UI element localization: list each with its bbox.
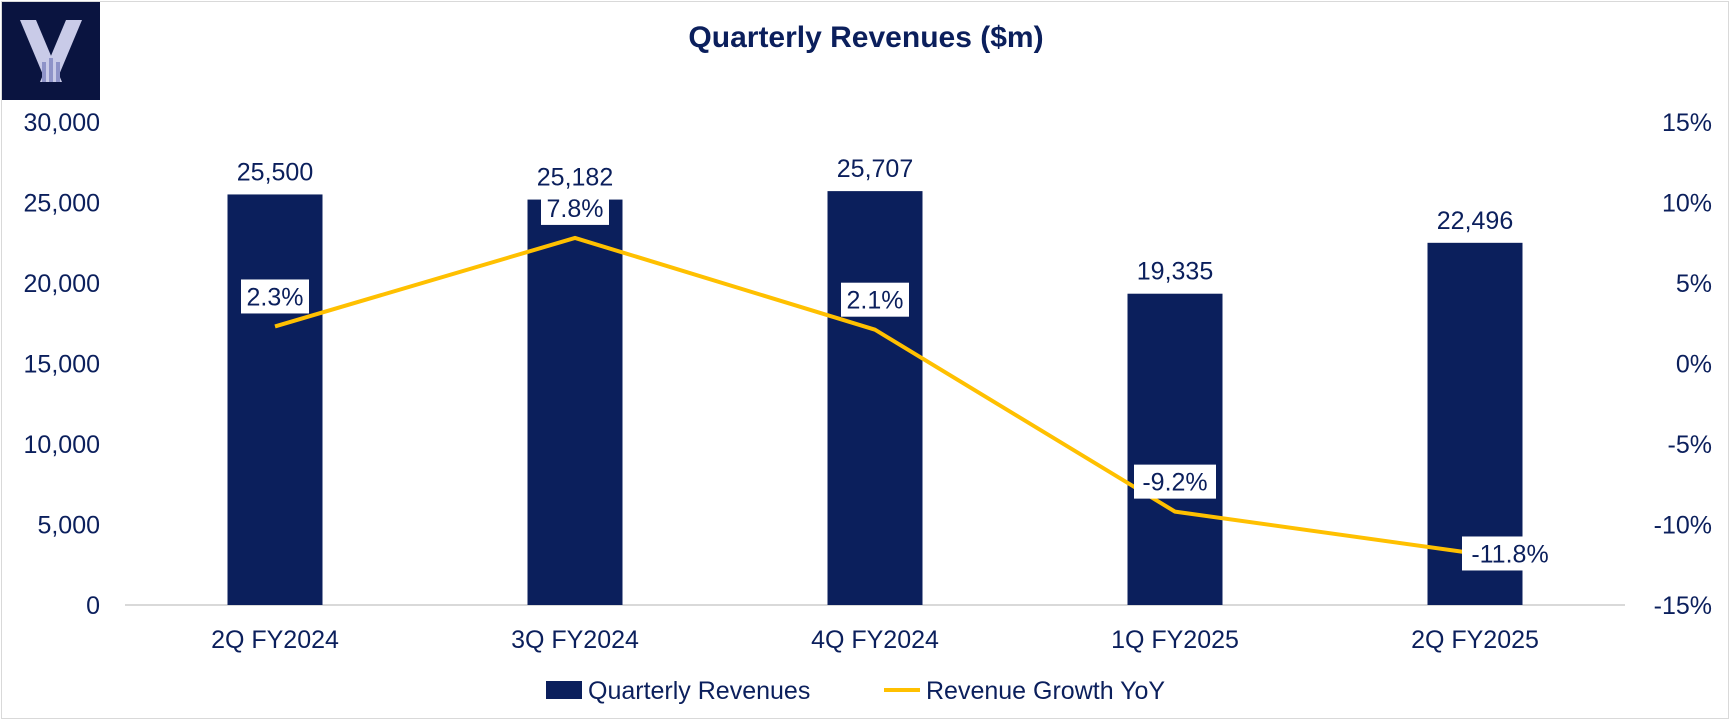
growth-line [274,235,1476,556]
bar [527,199,623,605]
y-right-tick-label: 0% [1676,351,1712,379]
y-left-tick-label: 0 [86,592,100,620]
line-series [274,235,1476,556]
y-left-tick-label: 25,000 [24,190,100,218]
growth-label-box [241,279,309,314]
growth-value-label: 7.8% [547,195,604,223]
y-right-tick-label: 10% [1662,190,1712,218]
legend-label-growth: Revenue Growth YoY [926,677,1165,705]
y-right-tick-label: -5% [1668,431,1712,459]
y-right-tick-label: -10% [1654,512,1712,540]
y-right-tick-label: -15% [1654,592,1712,620]
growth-label-box [1462,536,1558,571]
bar-value-label: 19,335 [1137,258,1213,286]
y-right-tick-label: 5% [1676,270,1712,298]
legend: Quarterly Revenues Revenue Growth YoY [546,677,1165,705]
legend-label-revenues: Quarterly Revenues [588,677,810,705]
axes: 0 5,000 10,000 15,000 20,000 25,000 30,000 -15%… [24,109,1712,654]
y-left-tick-label: 15,000 [24,351,100,379]
bar-value-label: 25,707 [837,155,913,183]
brand-logo [2,2,100,100]
x-logo-icon [20,20,82,82]
y-left-tick-label: 30,000 [24,109,100,137]
x-tick-label: 3Q FY2024 [511,626,639,654]
y-left-tick-label: 10,000 [24,431,100,459]
y-left-tick-label: 20,000 [24,270,100,298]
x-tick-label: 2Q FY2025 [1411,626,1539,654]
bar [1127,293,1223,605]
growth-value-label: 2.1% [847,287,904,315]
x-tick-label: 1Q FY2025 [1111,626,1239,654]
chart-title: Quarterly Revenues ($m) [688,21,1043,54]
growth-value-label: -11.8% [1471,540,1548,568]
growth-value-label: 2.3% [247,283,304,311]
bar-value-label: 22,496 [1437,207,1513,235]
growth-label-box [841,282,909,317]
bar-series [227,191,1523,606]
bar-value-label: 25,500 [237,158,313,186]
growth-label-box [541,190,609,225]
x-tick-label: 2Q FY2024 [211,626,339,654]
growth-value-label: -9.2% [1142,469,1207,497]
growth-label-box [1134,464,1216,499]
bar [827,191,923,605]
y-right-tick-label: 15% [1662,109,1712,137]
x-tick-label: 4Q FY2024 [811,626,939,654]
legend-swatch-bar [546,681,582,699]
y-left-tick-label: 5,000 [37,512,100,540]
bar [227,194,323,605]
bar-value-label: 25,182 [537,164,613,192]
data-labels: 25,500 25,182 25,707 19,335 22,496 2.3% 7.8% 2.… [237,155,1558,571]
